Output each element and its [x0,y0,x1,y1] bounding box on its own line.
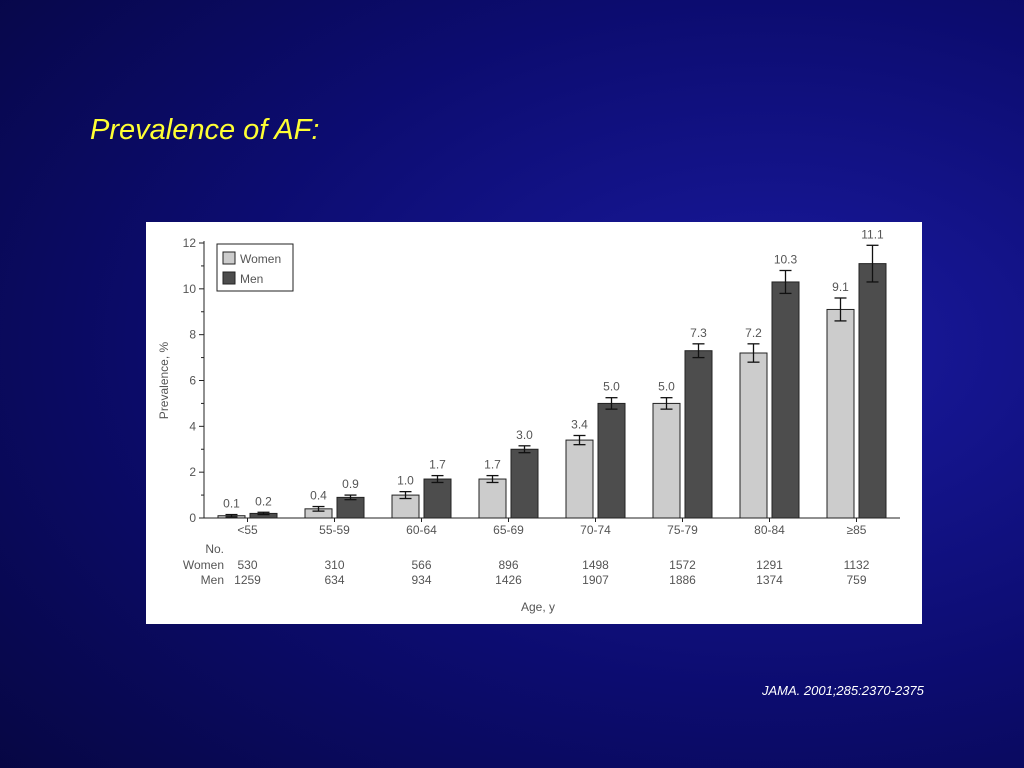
women-bar [826,308,855,519]
count-value: 530 [237,558,257,572]
count-value: 896 [498,558,518,572]
count-value: 759 [846,573,866,587]
men-bar [336,496,365,519]
x-tick-label: 75-79 [667,523,698,537]
count-value: 310 [324,558,344,572]
count-value: 1886 [669,573,696,587]
y-tick-label: 2 [189,465,196,479]
count-value: 1426 [495,573,522,587]
data-label: 1.7 [484,458,501,472]
data-label: 11.1 [861,227,884,241]
legend-swatch-men [222,271,236,285]
y-tick-label: 0 [189,511,196,525]
x-tick-label: 65-69 [493,523,524,537]
x-tick-label: ≥85 [847,523,867,537]
legend-label-men: Men [240,272,263,286]
men-bar [771,281,800,519]
data-label: 1.7 [429,458,446,472]
data-label: 3.0 [516,428,533,442]
data-label: 7.2 [745,326,762,340]
data-label: 0.9 [342,477,359,491]
x-tick-label: 70-74 [580,523,611,537]
count-value: 1374 [756,573,783,587]
prevalence-chart: 0 2 4 6 8 10 12 Prevalence, % <55 0.1 0.2 55-59 0.4 0… [157,227,900,614]
y-axis-label: Prevalence, % [157,341,171,419]
y-tick-label: 10 [183,282,197,296]
data-label: 9.1 [832,280,849,294]
data-label: 5.0 [603,380,620,394]
counts-header: No. [205,542,224,556]
data-label: 0.4 [310,489,327,503]
women-bar [652,402,681,519]
data-label: 0.1 [223,497,240,511]
count-value: 1907 [582,573,609,587]
men-bar [423,478,452,519]
count-value: 1572 [669,558,696,572]
men-bar [597,402,626,519]
data-label: 5.0 [658,380,675,394]
count-value: 1498 [582,558,609,572]
legend-swatch-women [222,251,236,265]
y-tick-label: 6 [189,374,196,388]
counts-row-label-women: Women [183,558,224,572]
count-value: 1291 [756,558,783,572]
data-label: 3.4 [571,418,588,432]
x-axis-label: Age, y [521,600,555,614]
count-value: 934 [411,573,431,587]
y-tick-label: 8 [189,328,196,342]
count-value: 1132 [844,558,870,572]
x-tick-label: 80-84 [754,523,785,537]
x-tick-label: 55-59 [319,523,350,537]
citation: JAMA. 2001;285:2370-2375 [762,683,924,698]
data-label: 10.3 [774,253,798,267]
data-label: 7.3 [690,326,707,340]
men-bar [858,263,887,519]
women-bar [739,352,768,519]
count-value: 566 [411,558,431,572]
count-value: 1259 [234,573,261,587]
counts-row-label-men: Men [201,573,224,587]
women-bar [565,439,594,519]
women-bar [478,478,507,519]
chart-panel: 0 2 4 6 8 10 12 Prevalence, % <55 0.1 0.2 55-59 0.4 0… [146,222,922,624]
y-tick-label: 12 [183,236,197,250]
y-tick-label: 4 [189,419,196,433]
men-bar [510,448,539,519]
x-tick-label: <55 [237,523,258,537]
x-tick-label: 60-64 [406,523,437,537]
slide-title: Prevalence of AF: [90,114,320,146]
count-value: 634 [324,573,344,587]
men-bar [684,350,713,519]
data-label: 1.0 [397,474,414,488]
data-label: 0.2 [255,494,272,508]
legend-label-women: Women [240,252,281,266]
